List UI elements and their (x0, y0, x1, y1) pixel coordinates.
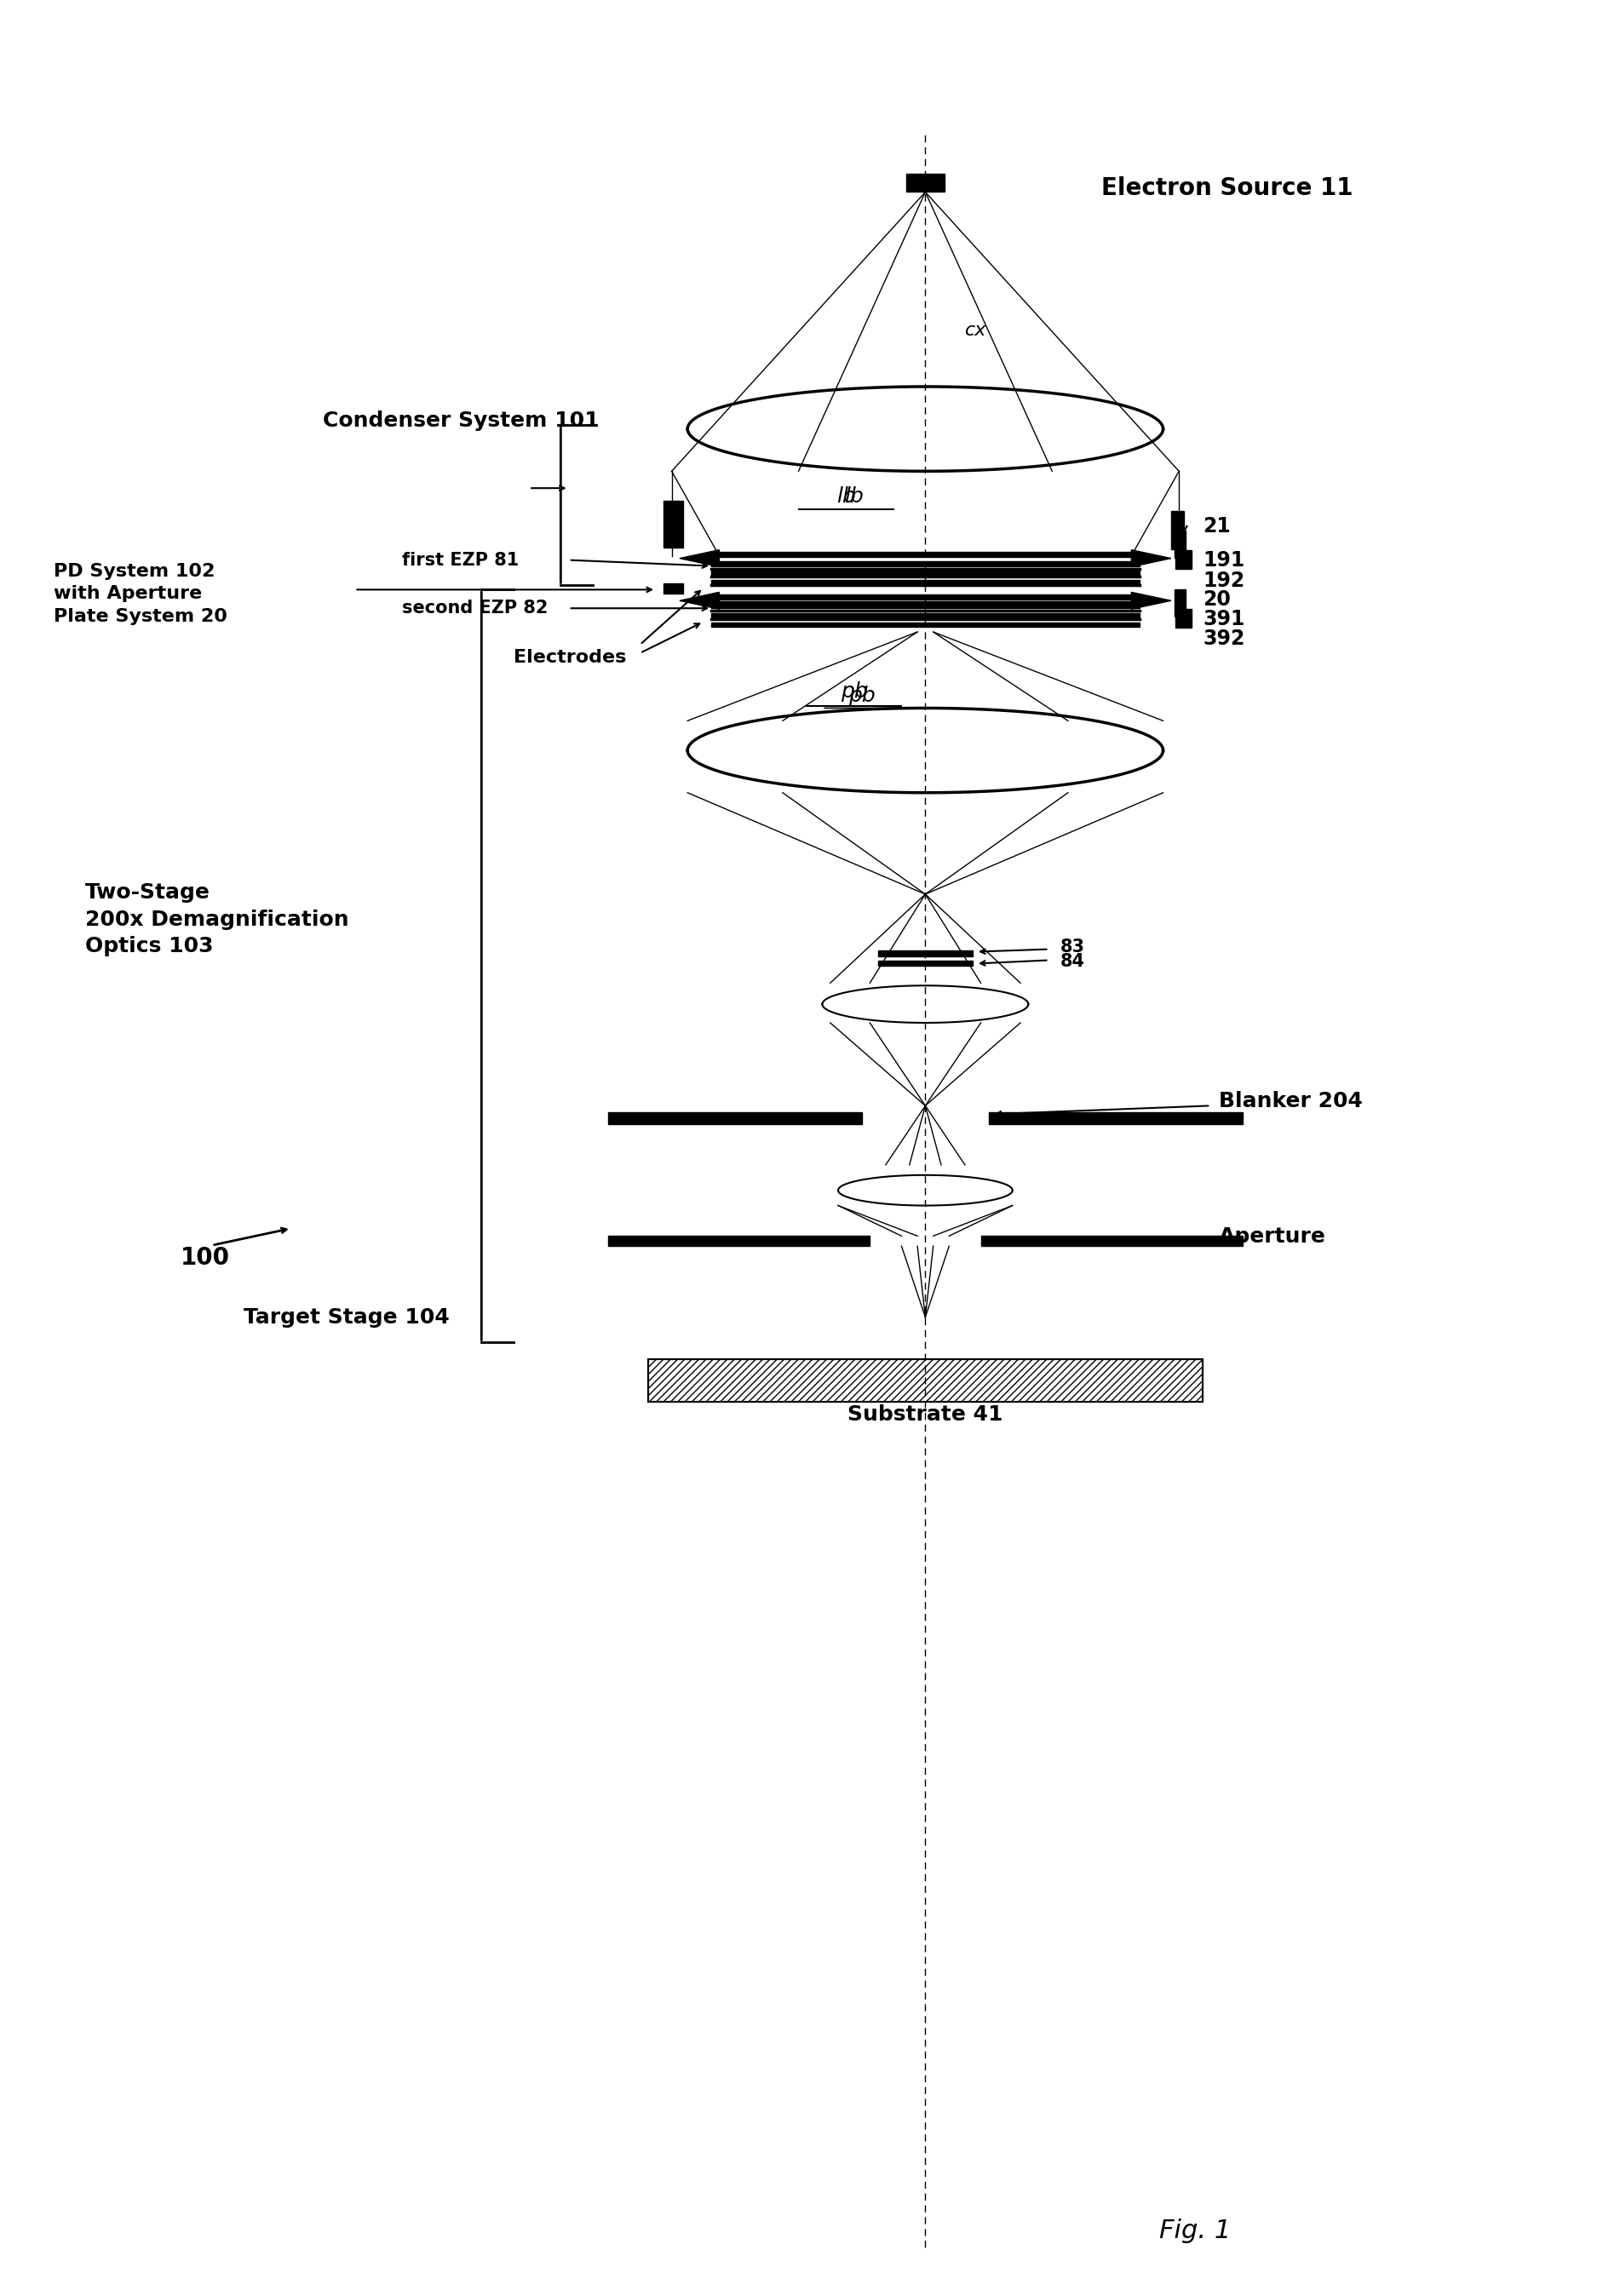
Text: 83: 83 (1060, 939, 1084, 955)
Text: Fig. 1: Fig. 1 (1159, 2218, 1231, 2243)
Bar (981, 1235, 1242, 1247)
Bar (1175, 549, 1191, 569)
Bar (711, 622, 1139, 627)
Text: cx: cx (965, 321, 987, 340)
Text: Aperture: Aperture (1219, 1226, 1326, 1247)
Bar (1171, 512, 1183, 549)
Text: Target Stage 104: Target Stage 104 (244, 1306, 450, 1327)
Polygon shape (1131, 549, 1171, 567)
Text: second EZP 82: second EZP 82 (402, 599, 548, 618)
Text: Substrate 41: Substrate 41 (848, 1405, 1003, 1426)
Polygon shape (1131, 592, 1171, 608)
Text: Blanker 204: Blanker 204 (1219, 1091, 1362, 1111)
Text: 192: 192 (1203, 572, 1244, 592)
Bar (1174, 530, 1185, 558)
Text: first EZP 81: first EZP 81 (402, 551, 519, 569)
Bar (648, 1359, 1203, 1403)
Bar (648, 1359, 1203, 1403)
Text: lb: lb (845, 487, 864, 507)
Bar (711, 604, 1139, 608)
Bar (711, 595, 1139, 599)
Polygon shape (680, 592, 719, 608)
Text: 20: 20 (1203, 590, 1231, 611)
Bar (608, 1235, 870, 1247)
Text: Two-Stage
200x Demagnification
Optics 103: Two-Stage 200x Demagnification Optics 10… (85, 882, 348, 957)
Bar (664, 583, 684, 595)
Bar (711, 553, 1139, 558)
Text: Electrodes: Electrodes (513, 650, 626, 666)
Text: PD System 102
with Aperture
Plate System 20: PD System 102 with Aperture Plate System… (53, 563, 227, 625)
Text: 392: 392 (1203, 629, 1244, 650)
Text: Condenser System 101: Condenser System 101 (323, 411, 599, 432)
Text: lb: lb (837, 487, 856, 507)
Bar (878, 951, 973, 957)
Bar (1174, 590, 1185, 618)
Text: 191: 191 (1203, 549, 1244, 569)
Bar (711, 563, 1139, 567)
Bar (711, 581, 1139, 585)
Text: pb: pb (848, 684, 875, 705)
Bar (905, 174, 944, 193)
Bar (608, 1114, 862, 1125)
Text: pb: pb (840, 682, 867, 700)
Text: Electron Source 11: Electron Source 11 (1102, 177, 1353, 200)
Bar (711, 613, 1139, 618)
Polygon shape (680, 549, 719, 567)
Text: 100: 100 (180, 1247, 230, 1270)
Text: 84: 84 (1060, 953, 1084, 971)
Text: 21: 21 (1203, 517, 1231, 537)
Bar (878, 962, 973, 967)
Bar (1175, 608, 1191, 627)
Bar (664, 501, 684, 546)
Text: 391: 391 (1203, 608, 1244, 629)
Bar (989, 1114, 1242, 1125)
Bar (711, 572, 1139, 576)
